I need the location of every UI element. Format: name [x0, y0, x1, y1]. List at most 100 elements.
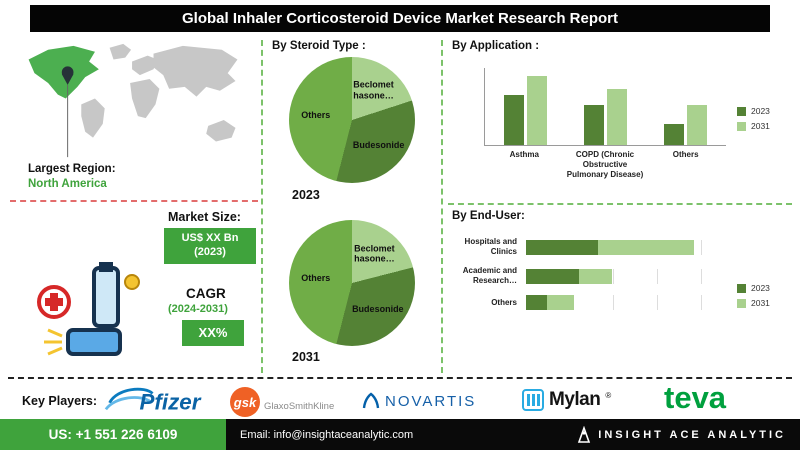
- bar-2031: [526, 75, 547, 145]
- legend-swatch: [737, 121, 746, 131]
- end-user-legend: 2023 2031: [737, 283, 770, 308]
- divider-dark-dashed: [8, 377, 792, 379]
- bar-group: [565, 68, 645, 145]
- legend-label: 2031: [751, 121, 770, 131]
- category-label: Others: [491, 297, 517, 307]
- gsk-wordmark: gsk: [233, 394, 257, 410]
- market-size-badge: US$ XX Bn (2023): [164, 228, 256, 264]
- bar-category-labels: Asthma COPD (Chronic Obstructive Pulmonar…: [484, 146, 726, 180]
- legend-swatch: [737, 283, 746, 293]
- stacked-bar: [526, 295, 704, 310]
- cagr-period: (2024-2031): [168, 303, 228, 315]
- novartis-wordmark: NOVARTIS: [385, 392, 477, 410]
- category-label: Others: [672, 150, 699, 159]
- legend-swatch: [737, 106, 746, 116]
- bar-segment-2031: [598, 239, 694, 255]
- pie-year-label-2023: 2023: [292, 188, 320, 202]
- pie-disc: [289, 57, 415, 183]
- brand-logo: INSIGHT ACE ANALYTIC: [577, 425, 786, 444]
- largest-region-value: North America: [28, 178, 107, 190]
- brand-name: INSIGHT ACE ANALYTIC: [598, 428, 786, 441]
- legend-item: 2023: [737, 106, 770, 116]
- end-user-bar-chart: Hospitals and Clinics Academic and Resear…: [450, 237, 730, 319]
- pfizer-wordmark: Pfizer: [139, 389, 201, 414]
- market-size-label: Market Size:: [168, 210, 241, 224]
- bar-group: [485, 68, 565, 145]
- registered-mark: ®: [605, 391, 612, 400]
- mylan-logo: Mylan ®: [522, 389, 611, 411]
- bar-segment-2023: [526, 239, 599, 255]
- stacked-bar: [526, 239, 704, 255]
- bar-2031: [687, 104, 708, 145]
- bar-2023: [503, 94, 524, 145]
- category-label: Asthma: [509, 150, 539, 159]
- pie-slice-label: Budesonide: [352, 139, 405, 150]
- teva-logo: teva: [664, 380, 726, 416]
- bar-2023: [664, 123, 685, 145]
- bar-segment-2031: [578, 268, 612, 284]
- email-text: Email: info@insightaceanalytic.com: [240, 428, 414, 441]
- pie-slice-label: Others: [301, 273, 331, 284]
- pie-slice-label: Beclomet hasone…: [353, 80, 394, 101]
- report-title: Global Inhaler Corticosteroid Device Mar…: [30, 5, 770, 32]
- bar-segment-2031: [547, 295, 574, 310]
- teva-wordmark: teva: [664, 380, 727, 415]
- bar-plot: [484, 68, 726, 146]
- end-user-row: Academic and Research…: [450, 266, 730, 286]
- section-title-end-user: By End-User:: [452, 210, 525, 222]
- application-bar-chart: Asthma COPD (Chronic Obstructive Pulmonar…: [484, 68, 726, 180]
- cagr-value-badge: XX%: [182, 320, 244, 346]
- divider-vertical-left: [261, 40, 263, 373]
- category-label: Academic and Research…: [462, 266, 517, 285]
- glaxosmithkline-wordmark: GlaxoSmithKline: [264, 401, 335, 412]
- section-title-steroid-type: By Steroid Type :: [272, 40, 366, 52]
- bar-segment-2023: [526, 295, 548, 310]
- pie-slice-label: Budesonide: [352, 303, 404, 314]
- phone-badge: US: +1 551 226 6109: [0, 419, 226, 450]
- pie-slice-label: Beclomet hasone…: [354, 243, 395, 265]
- key-players-label: Key Players:: [22, 394, 98, 408]
- mylan-icon: [522, 389, 544, 411]
- cagr-label: CAGR: [186, 286, 226, 301]
- pie-chart-2023: Beclomet hasone… Budesonide Others: [289, 57, 415, 183]
- divider-green-dashed: [448, 203, 792, 205]
- pie-disc: [289, 220, 415, 346]
- section-title-application: By Application :: [452, 40, 540, 52]
- legend-label: 2023: [751, 106, 770, 116]
- gsk-logo: gsk GlaxoSmithKline: [230, 387, 334, 417]
- legend-item: 2031: [737, 121, 770, 131]
- divider-red-dashed: [10, 200, 258, 202]
- category-label: Hospitals and Clinics: [464, 237, 517, 256]
- legend-item: 2023: [737, 283, 770, 293]
- divider-vertical-right: [441, 40, 443, 373]
- pie-chart-2031: Beclomet hasone… Budesonide Others: [289, 220, 415, 346]
- market-size-amount: US$ XX Bn: [181, 232, 239, 245]
- gsk-icon: gsk: [230, 387, 260, 417]
- bar-segment-2023: [526, 268, 579, 284]
- world-map-image: [28, 43, 238, 158]
- world-map: [14, 40, 254, 162]
- bar-group: [646, 68, 726, 145]
- brand-a-icon: [578, 425, 591, 443]
- novartis-icon: [362, 392, 380, 409]
- novartis-logo: NOVARTIS: [362, 392, 476, 410]
- legend-swatch: [737, 298, 746, 308]
- category-label: COPD (Chronic Obstructive Pulmonary Dise…: [566, 150, 644, 179]
- pfizer-logo: Pfizer: [104, 384, 216, 421]
- inhaler-icon: [28, 260, 156, 362]
- legend-label: 2023: [751, 283, 770, 293]
- application-legend: 2023 2031: [737, 106, 770, 131]
- largest-region-label: Largest Region:: [28, 163, 116, 175]
- legend-label: 2031: [751, 298, 770, 308]
- end-user-row: Others: [450, 295, 730, 310]
- bar-2023: [583, 104, 604, 145]
- pie-slice-label: Others: [301, 110, 331, 121]
- end-user-row: Hospitals and Clinics: [450, 237, 730, 257]
- pie-year-label-2031: 2031: [292, 350, 320, 364]
- mylan-wordmark: Mylan: [549, 389, 601, 410]
- market-size-year: (2023): [194, 246, 226, 258]
- bar-2031: [606, 89, 627, 145]
- stacked-bar: [526, 268, 704, 284]
- footer-bar: Email: info@insightaceanalytic.com INSIG…: [226, 419, 800, 450]
